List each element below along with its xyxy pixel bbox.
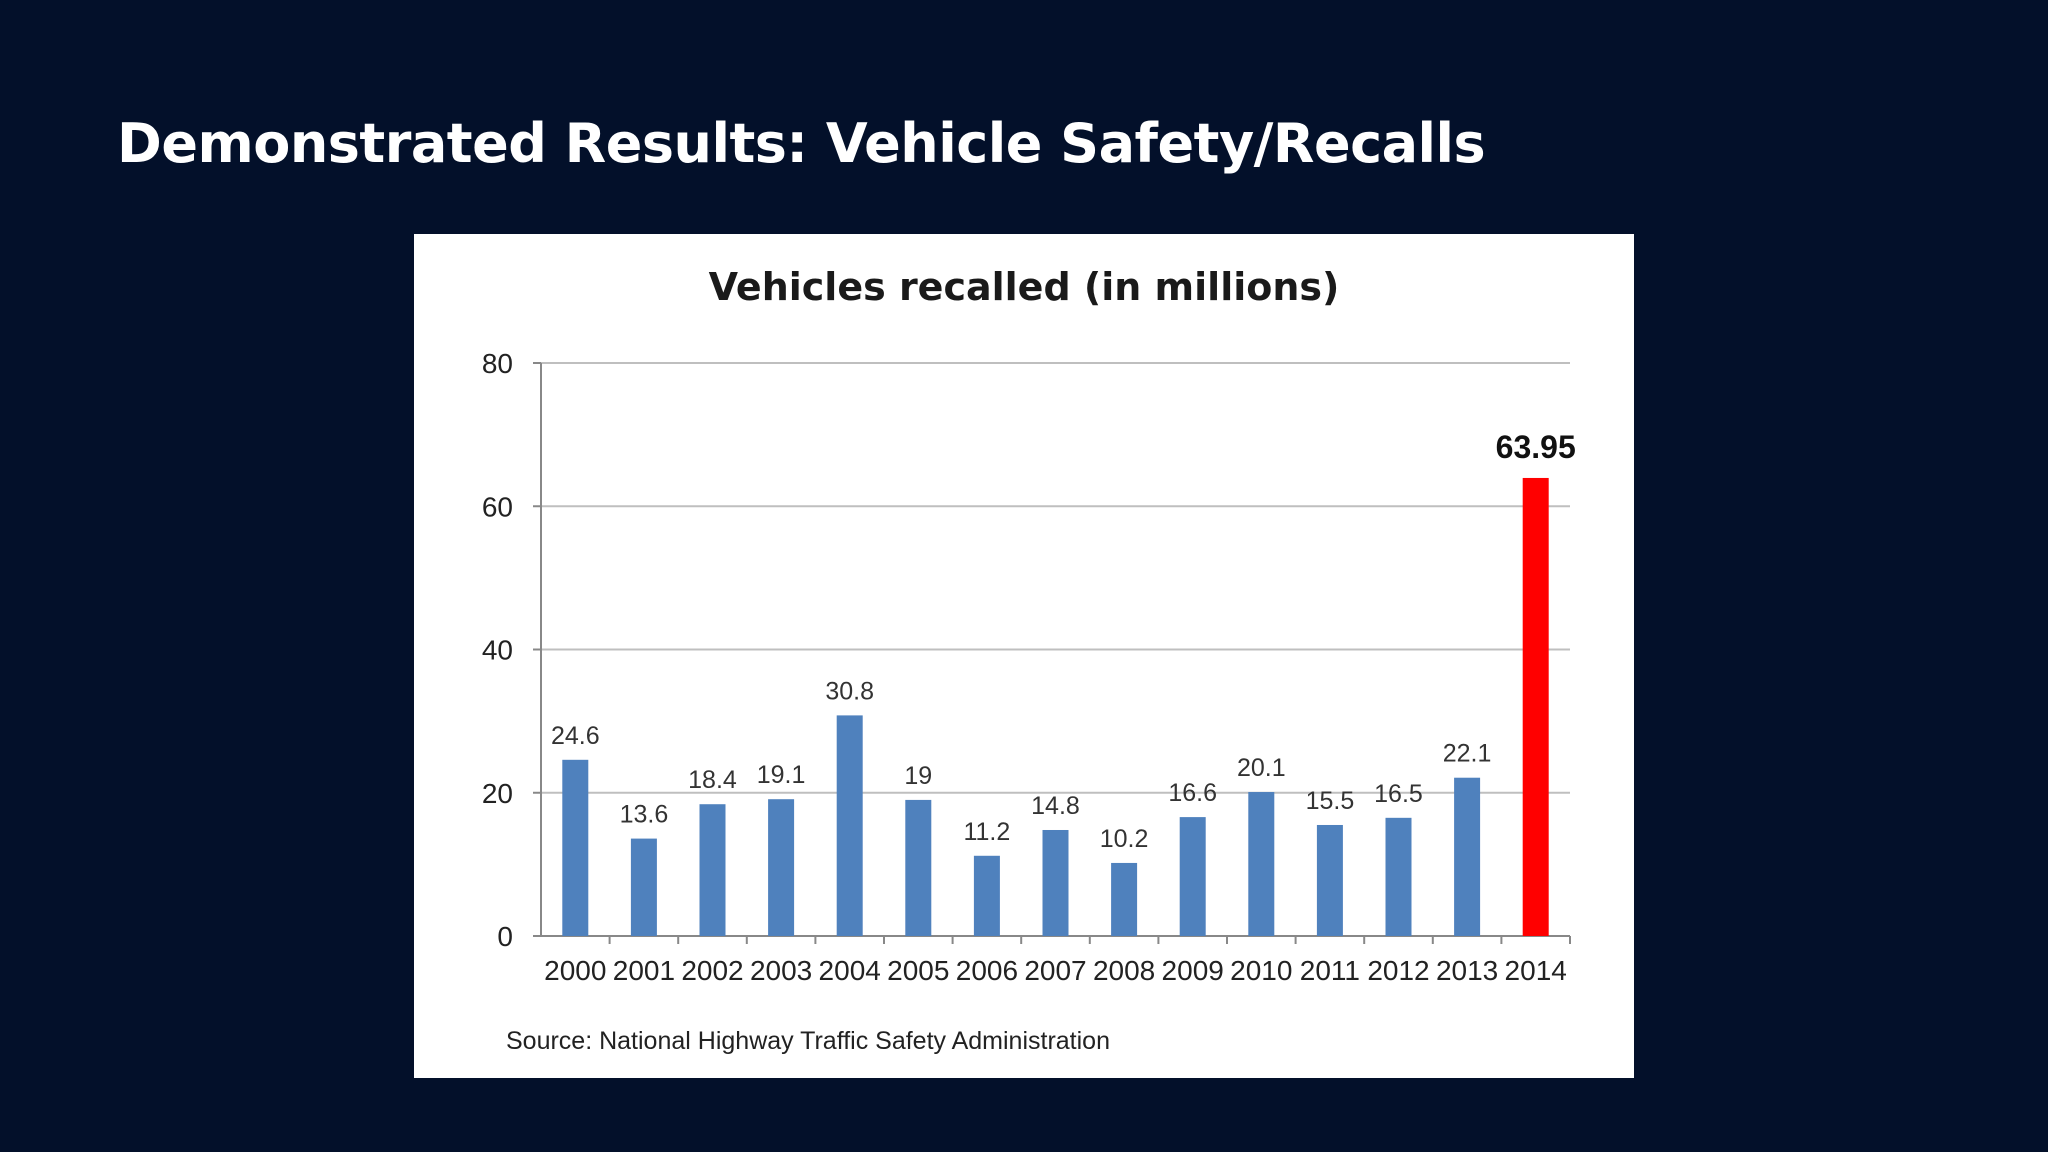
bar-2010 <box>1248 792 1275 936</box>
x-tick-label-2010: 2010 <box>1230 955 1292 986</box>
x-tick-label-2012: 2012 <box>1367 955 1429 986</box>
bar-chart: Vehicles recalled (in millions) 0 20 40 60 8… <box>482 265 1576 1055</box>
data-label-2013: 22.1 <box>1443 740 1492 768</box>
x-tick-label-2006: 2006 <box>956 955 1018 986</box>
data-label-2001: 13.6 <box>620 801 669 829</box>
bar-2001 <box>630 838 657 936</box>
data-label-2014: 63.95 <box>1496 429 1576 465</box>
y-tick-label: 80 <box>482 348 513 379</box>
y-tick-label: 20 <box>482 778 513 809</box>
x-tick-label-2013: 2013 <box>1436 955 1498 986</box>
bar-2003 <box>768 799 795 936</box>
x-tick-label-2007: 2007 <box>1024 955 1086 986</box>
bar-2008 <box>1111 862 1138 936</box>
x-tick-label-2004: 2004 <box>819 955 881 986</box>
bar-2014 <box>1522 477 1549 936</box>
data-label-2007: 14.8 <box>1031 792 1080 820</box>
data-label-2012: 16.5 <box>1374 780 1423 808</box>
x-tick-label-2003: 2003 <box>750 955 812 986</box>
data-label-2000: 24.6 <box>551 722 600 750</box>
chart-source: Source: National Highway Traffic Safety … <box>506 1027 1110 1055</box>
data-label-2011: 15.5 <box>1306 787 1355 815</box>
bar-2011 <box>1316 824 1343 936</box>
data-label-2003: 19.1 <box>757 761 806 789</box>
bar-2005 <box>905 799 932 936</box>
bar-2009 <box>1179 817 1206 936</box>
data-label-2005: 19 <box>904 762 932 790</box>
x-tick-label-2000: 2000 <box>544 955 606 986</box>
x-tick-label-2011: 2011 <box>1300 955 1360 986</box>
slide-title: Demonstrated Results: Vehicle Safety/Rec… <box>117 112 1486 175</box>
bars <box>562 477 1549 936</box>
bar-2000 <box>562 759 589 936</box>
chart-title: Vehicles recalled (in millions) <box>709 265 1340 309</box>
bar-2006 <box>973 855 1000 936</box>
bar-2002 <box>699 804 726 936</box>
y-tick-label: 0 <box>497 921 513 952</box>
x-tick-label-2001: 2001 <box>613 955 675 986</box>
x-tick-label-2009: 2009 <box>1162 955 1224 986</box>
data-label-2004: 30.8 <box>825 677 874 705</box>
bar-2004 <box>836 715 863 936</box>
x-tick-label-2002: 2002 <box>681 955 743 986</box>
data-label-2006: 11.2 <box>963 818 1010 846</box>
x-tick-label-2014: 2014 <box>1505 955 1567 986</box>
bar-2012 <box>1385 817 1412 936</box>
gridlines <box>541 362 1570 794</box>
y-tick-label: 40 <box>482 635 513 666</box>
data-label-2010: 20.1 <box>1237 754 1286 782</box>
x-tick-label-2008: 2008 <box>1093 955 1155 986</box>
data-label-2009: 16.6 <box>1168 779 1217 807</box>
data-label-2008: 10.2 <box>1100 825 1149 853</box>
bar-2013 <box>1454 777 1481 936</box>
data-label-2002: 18.4 <box>688 766 737 794</box>
data-labels: 24.6 13.6 18.4 19.1 30.8 19 11.2 14.8 10.2 16.6 20… <box>551 429 1576 853</box>
x-tick-label-2005: 2005 <box>887 955 949 986</box>
bar-2007 <box>1042 829 1069 936</box>
y-tick-label: 60 <box>482 491 513 522</box>
chart-panel: Vehicles recalled (in millions) 0 20 40 60 8… <box>414 234 1634 1078</box>
